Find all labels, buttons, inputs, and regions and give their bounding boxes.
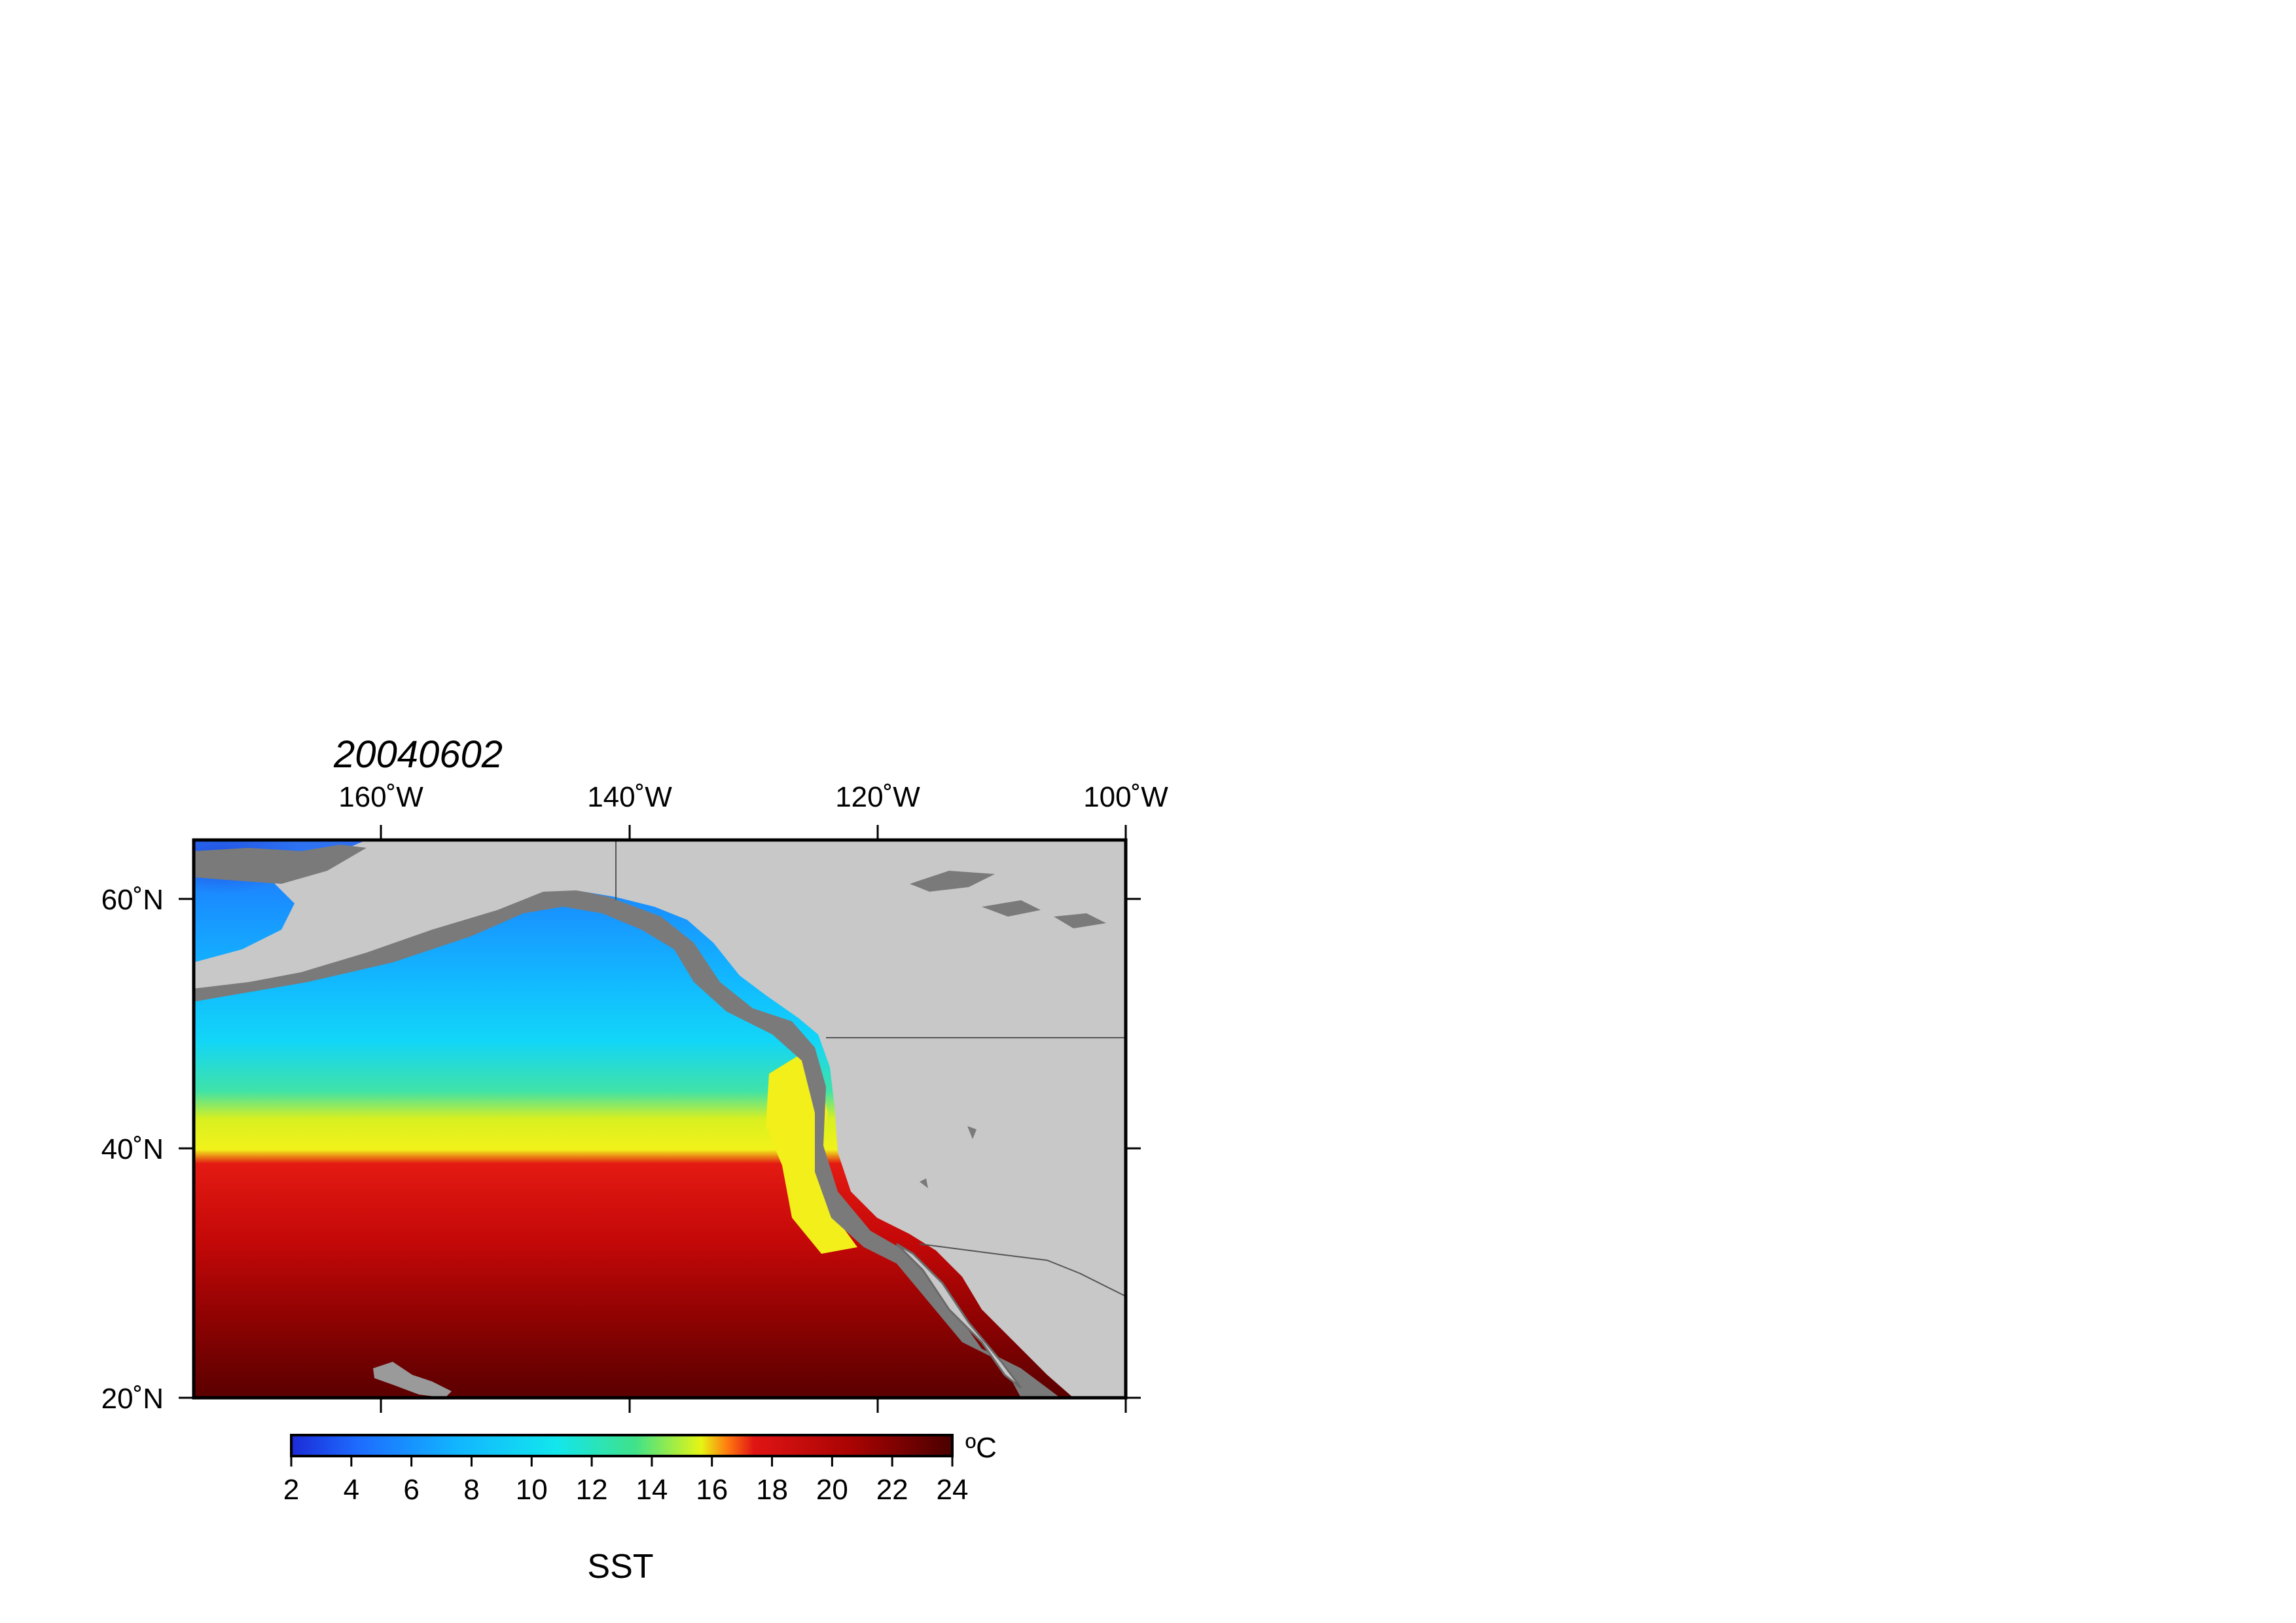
colorbar-tick-marks — [290, 1456, 954, 1467]
lon-label-120w: 120˚W — [835, 781, 920, 813]
coastal-upwelling — [766, 1048, 857, 1254]
aleutian-islands — [194, 845, 367, 884]
nodata-coastal-band — [194, 887, 1060, 1398]
colorbar-tick-label: 2 — [283, 1474, 299, 1506]
colorbar-tick-label: 6 — [403, 1474, 419, 1506]
baja-california — [895, 1243, 1022, 1389]
map-frame — [192, 838, 1128, 1400]
colorbar-tick-label: 24 — [937, 1474, 969, 1506]
lat-tick-marks — [179, 898, 1141, 1399]
lon-label-140w: 140˚W — [587, 781, 672, 813]
lon-label-100w: 100˚W — [1083, 781, 1168, 813]
colorbar-tick-labels: 2 4 6 8 10 12 14 16 18 20 22 24 — [283, 1474, 969, 1506]
lat-label-20n: 20˚N — [101, 1383, 164, 1415]
colorbar-unit: ºC — [965, 1432, 997, 1464]
colorbar-tick-label: 18 — [756, 1474, 788, 1506]
us-mexico-border — [919, 1243, 1126, 1297]
hawaiian-islands — [373, 1362, 452, 1398]
colorbar-tick-label: 22 — [876, 1474, 908, 1506]
lon-label-160w: 160˚W — [338, 781, 423, 813]
colorbar: 2 4 6 8 10 12 14 16 18 20 22 24 ºC SST — [283, 1432, 997, 1586]
colorbar-tick-label: 10 — [516, 1474, 548, 1506]
inland-lakes — [910, 871, 1106, 1188]
colorbar-tick-label: 20 — [816, 1474, 848, 1506]
colorbar-tick-label: 8 — [463, 1474, 479, 1506]
colorbar-ramp — [290, 1434, 954, 1457]
north-america-land — [194, 840, 1126, 1398]
lat-label-60n: 60˚N — [101, 884, 164, 916]
colorbar-tick-label: 14 — [636, 1474, 668, 1506]
map-title: 20040602 — [333, 733, 503, 776]
colorbar-tick-label: 16 — [696, 1474, 728, 1506]
map-panel: 160˚W 140˚W 120˚W 100˚W 60˚N 40˚N 20˚N — [101, 781, 1169, 1415]
lon-tick-marks — [380, 825, 1127, 1413]
lat-label-40n: 40˚N — [101, 1133, 164, 1165]
colorbar-tick-label: 4 — [344, 1474, 359, 1506]
colorbar-tick-label: 12 — [576, 1474, 608, 1506]
colorbar-label: SST — [587, 1548, 653, 1586]
